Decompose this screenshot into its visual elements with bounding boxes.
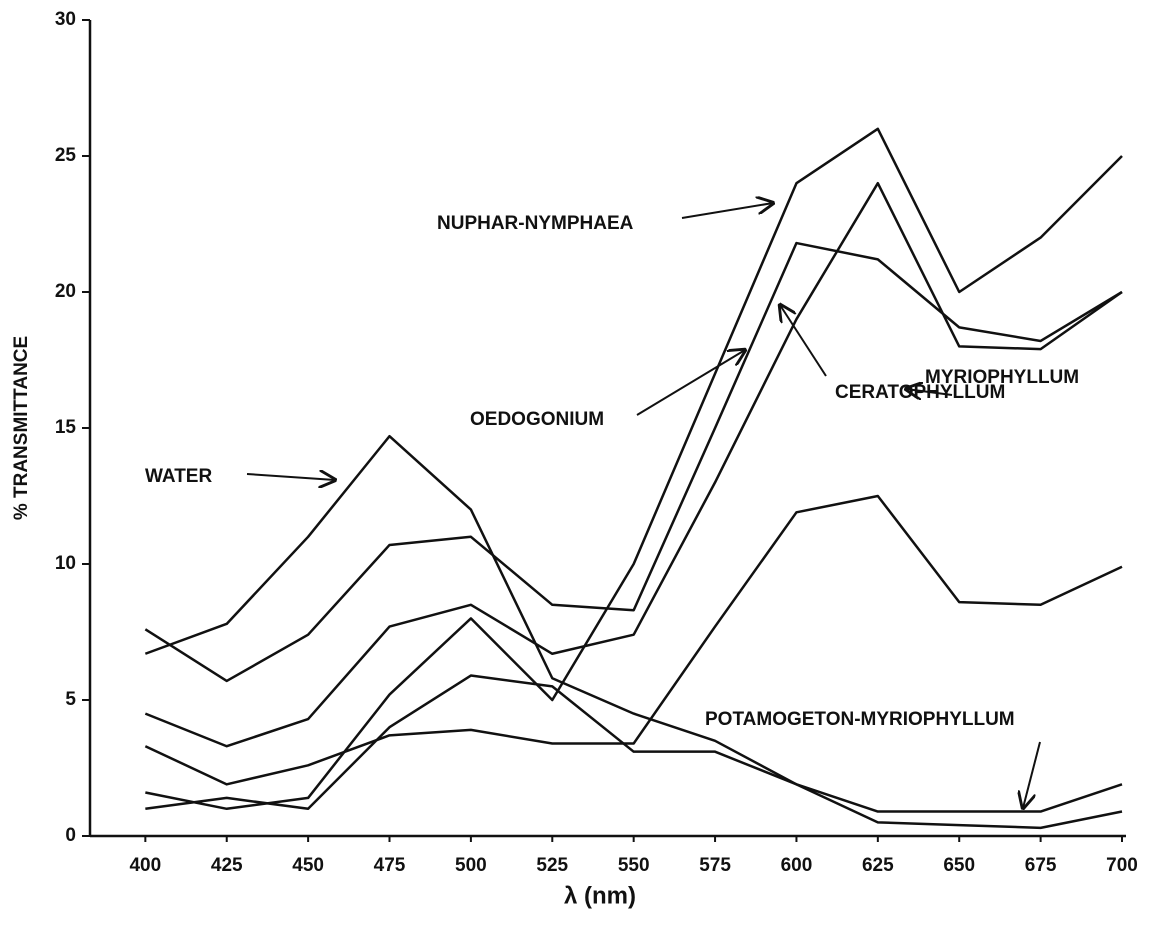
x-tick-label: 500 xyxy=(455,855,487,876)
y-tick-label: 30 xyxy=(55,9,76,30)
annotation-arrow xyxy=(906,389,953,395)
series-line xyxy=(145,674,1123,813)
series-line xyxy=(145,127,1123,811)
y-tick-label: 5 xyxy=(65,689,76,710)
series-line xyxy=(144,434,1123,830)
series-line xyxy=(144,494,1123,786)
y-tick-label: 20 xyxy=(55,281,76,302)
y-axis-label: % TRANSMITTANCE xyxy=(11,336,32,520)
x-tick-label: 625 xyxy=(862,855,894,876)
x-tick-label: 425 xyxy=(211,855,243,876)
y-tick-label: 25 xyxy=(55,145,77,166)
x-tick-label: 600 xyxy=(781,855,813,876)
annotation-arrow xyxy=(681,203,773,219)
series-label: POTAMOGETON-MYRIOPHYLLUM xyxy=(705,709,1015,730)
y-tick-label: 0 xyxy=(65,825,76,846)
x-tick-label: 525 xyxy=(536,855,568,876)
annotation-arrow xyxy=(780,305,827,377)
x-axis-label: λ (nm) xyxy=(564,882,636,909)
x-tick-label: 675 xyxy=(1025,855,1057,876)
x-tick-label: 650 xyxy=(943,855,975,876)
annotation-arrow xyxy=(1023,741,1041,808)
series-line xyxy=(144,241,1123,683)
y-tick-label: 10 xyxy=(55,553,76,574)
x-tick-label: 700 xyxy=(1106,855,1138,876)
y-tick-label: 15 xyxy=(55,417,77,438)
x-tick-label: 450 xyxy=(292,855,324,876)
annotation-arrow xyxy=(246,474,335,480)
x-tick-label: 550 xyxy=(618,855,650,876)
series-line xyxy=(144,181,1123,748)
series-label: OEDOGONIUM xyxy=(470,409,604,430)
x-tick-label: 400 xyxy=(129,855,161,876)
series-label: MYRIOPHYLLUM xyxy=(925,367,1079,388)
x-tick-label: 475 xyxy=(374,855,406,876)
series-label: WATER xyxy=(145,466,212,487)
series-label: NUPHAR-NYMPHAEA xyxy=(437,213,634,234)
annotation-arrow xyxy=(636,350,745,416)
x-tick-label: 575 xyxy=(699,855,731,876)
